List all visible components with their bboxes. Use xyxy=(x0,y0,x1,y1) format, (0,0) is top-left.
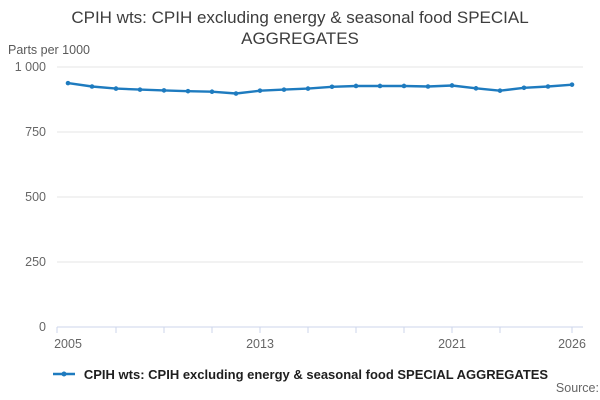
y-axis-tick-label: 750 xyxy=(25,125,46,139)
data-point[interactable] xyxy=(137,87,143,92)
y-axis-tick-label: 500 xyxy=(25,190,46,204)
x-axis-tick-label: 2021 xyxy=(438,337,466,351)
plot-area: 0 250 500 750 1 000 2005 2013 2021 2026 xyxy=(15,60,586,351)
data-point[interactable] xyxy=(545,84,551,89)
data-point[interactable] xyxy=(65,80,71,86)
x-axis-tick-label: 2005 xyxy=(54,337,82,351)
y-axis-unit-label: Parts per 1000 xyxy=(8,43,90,57)
y-axis-tick-label: 1 000 xyxy=(15,60,46,74)
data-point[interactable] xyxy=(305,86,311,91)
data-point[interactable] xyxy=(281,87,287,92)
legend-label: CPIH wts: CPIH excluding energy & season… xyxy=(83,366,549,382)
x-axis-tick-label: 2013 xyxy=(246,337,274,351)
legend-item[interactable]: CPIH wts: CPIH excluding energy & season… xyxy=(0,364,600,384)
source-label: Source: xyxy=(555,381,599,395)
y-axis-tick-label: 250 xyxy=(25,255,46,269)
data-point[interactable] xyxy=(377,83,383,89)
data-point[interactable] xyxy=(89,84,95,89)
data-point[interactable] xyxy=(161,88,167,93)
chart-title: CPIH wts: CPIH excluding energy & season… xyxy=(71,8,529,48)
data-point[interactable] xyxy=(569,82,575,87)
data-point[interactable] xyxy=(473,86,479,91)
data-point[interactable] xyxy=(497,88,503,93)
data-point[interactable] xyxy=(401,83,407,89)
legend-line-marker-icon xyxy=(52,371,75,377)
data-point[interactable] xyxy=(209,89,215,94)
data-point[interactable] xyxy=(329,84,335,90)
data-point[interactable] xyxy=(425,84,431,89)
data-point[interactable] xyxy=(521,85,527,91)
y-axis-tick-label: 0 xyxy=(39,320,46,334)
data-point[interactable] xyxy=(353,83,359,89)
data-point[interactable] xyxy=(449,83,455,88)
data-point[interactable] xyxy=(233,91,239,96)
data-series-line xyxy=(66,81,574,95)
data-point[interactable] xyxy=(257,88,263,93)
x-axis-tick-label: 2026 xyxy=(558,337,586,351)
data-point[interactable] xyxy=(113,86,119,91)
data-point[interactable] xyxy=(185,88,191,94)
